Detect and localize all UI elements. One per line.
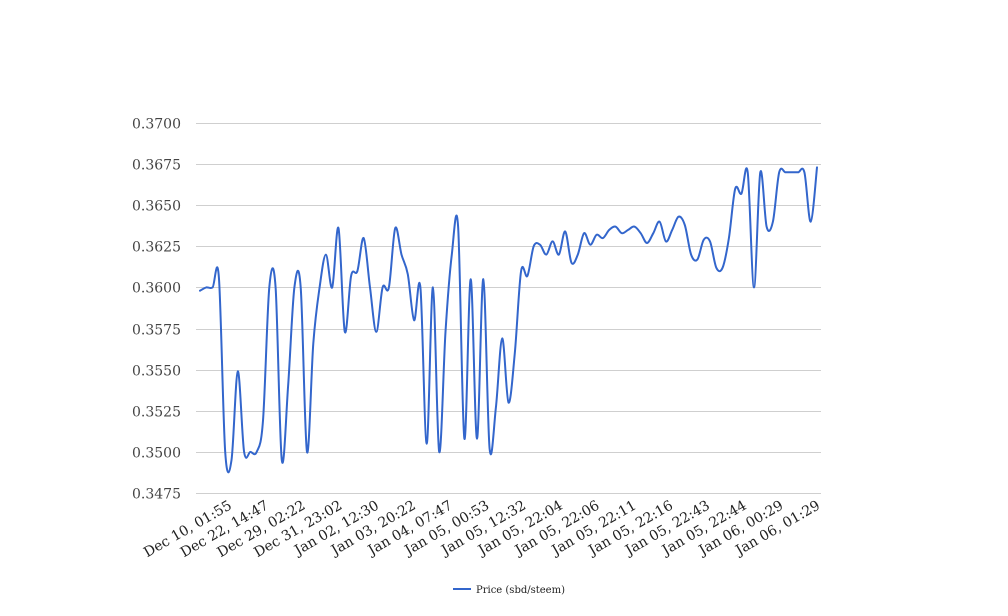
- y-tick-label: 0.3625: [132, 240, 181, 256]
- y-tick-label: 0.3650: [132, 199, 181, 215]
- y-tick-label: 0.3575: [132, 323, 181, 339]
- y-tick-label: 0.3525: [132, 405, 181, 421]
- y-tick-label: 0.3500: [132, 446, 181, 462]
- y-tick-label: 0.3700: [132, 117, 181, 133]
- series-lines: [199, 166, 818, 474]
- gridlines: [196, 123, 821, 494]
- y-tick-label: 0.3600: [132, 281, 181, 297]
- y-tick-label: 0.3675: [132, 158, 181, 174]
- y-tick-label: 0.3550: [132, 364, 181, 380]
- legend[interactable]: Price (sbd/steem): [453, 585, 565, 596]
- series-line-price: [199, 166, 818, 474]
- y-tick-label: 0.3475: [132, 487, 181, 503]
- legend-label-price: Price (sbd/steem): [476, 585, 565, 596]
- y-axis-tick-labels: 0.3475 0.3500 0.3525 0.3550 0.3575 0.3600 0.36…: [132, 117, 181, 503]
